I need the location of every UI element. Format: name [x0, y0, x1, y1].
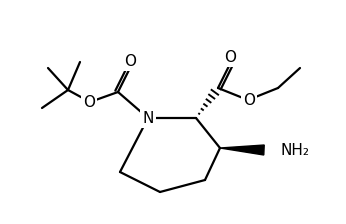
- Text: O: O: [243, 93, 255, 108]
- Text: O: O: [124, 54, 136, 69]
- Text: N: N: [142, 110, 154, 125]
- Text: O: O: [224, 50, 236, 65]
- Text: NH₂: NH₂: [280, 142, 309, 157]
- Polygon shape: [220, 145, 264, 155]
- Text: O: O: [83, 95, 95, 110]
